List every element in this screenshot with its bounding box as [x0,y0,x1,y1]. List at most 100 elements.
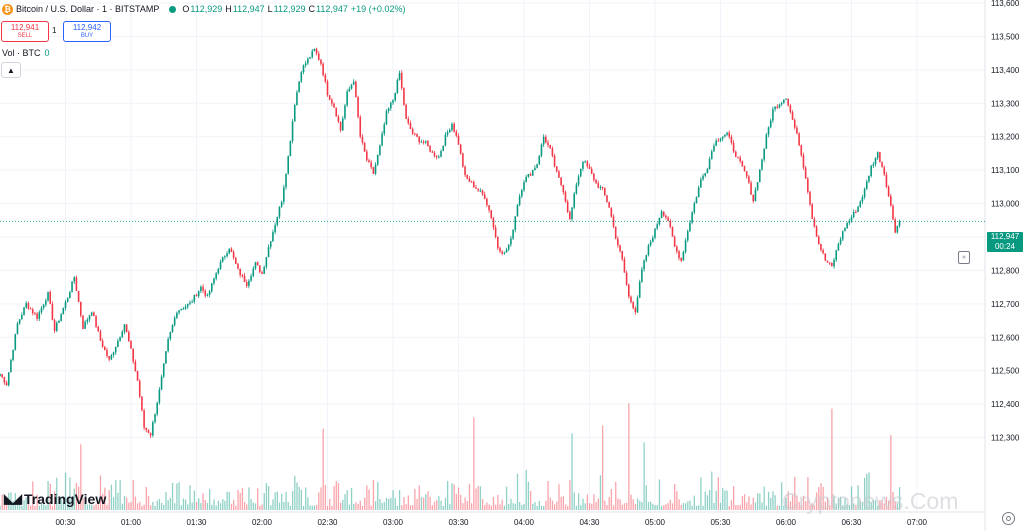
volume-bar [0,505,1,510]
candle-body [772,109,774,121]
candle-body [147,430,150,434]
candle-body [756,182,759,190]
candle-body [492,218,495,228]
volume-bar [606,504,608,510]
chart-legend: ₿ Bitcoin / U.S. Dollar · 1 · BITSTAMP O… [0,0,405,18]
candle-body [431,151,434,153]
candle-body [730,136,733,143]
volume-bar [43,504,45,510]
candle-body [881,162,883,168]
volume-bar [794,476,796,510]
volume-bar [562,496,564,510]
volume-bar [693,495,695,510]
candle-body [734,151,737,157]
volume-bar [346,490,348,510]
volume-bar [451,483,453,510]
candle-body [702,175,704,180]
candle-body [337,116,340,122]
settings-icon[interactable] [1002,512,1015,525]
candle-body [186,304,189,307]
volume-bar [326,505,329,510]
candle-body [66,298,69,302]
candle-body [481,190,484,195]
volume-bar [211,504,213,510]
candle-body [767,127,770,135]
volume-bar [505,486,508,510]
candle-body [623,259,626,273]
volume-bar [580,505,582,510]
x-tick-label: 07:00 [907,518,928,527]
candle-body [320,59,322,64]
volume-bar [593,494,595,510]
candle-body [435,156,438,158]
candle-body [361,136,364,143]
volume-bar [778,505,781,510]
candle-body [298,81,300,93]
volume-bar [73,488,75,510]
volume-bar [241,488,244,510]
chevron-up-icon[interactable]: ▲ [1,62,21,78]
spread-value: 1 [52,26,57,35]
candle-body [248,280,250,286]
volume-bar [388,498,390,510]
candle-body [549,145,551,149]
volume-bar [88,504,91,510]
volume-bar [272,499,274,510]
candle-body [793,119,796,128]
candle-body [785,98,787,100]
volume-bar [263,493,265,510]
candle-body [564,192,567,202]
volume-bar [21,505,23,510]
candle-body [291,121,294,141]
candle-body [870,165,872,176]
symbol-title[interactable]: Bitcoin / U.S. Dollar · 1 · BITSTAMP [16,4,160,14]
volume-bar [713,502,715,510]
volume-bar [431,505,433,510]
volume-bar [51,505,54,510]
candle-body [466,174,469,179]
candle-body [754,189,757,202]
candle-body [117,340,119,347]
volume-bar [331,505,333,510]
volume-bar [252,502,254,510]
volume-bar [147,495,150,510]
candle-body [193,295,196,302]
candle-body [892,205,894,220]
volume-bar [16,503,19,510]
volume-bar [859,501,861,510]
scroll-to-realtime-icon[interactable]: » [958,251,970,264]
volume-bar [289,505,292,510]
volume-bar [689,500,691,510]
candle-body [505,249,508,253]
volume-bar [798,501,800,510]
candle-body [743,166,746,172]
volume-bar [896,503,899,510]
sell-button[interactable]: 112,941 SELL [1,21,49,42]
volume-bar [671,503,674,510]
volume-bar [833,495,835,510]
volume-bar [752,497,754,510]
volume-bar [176,483,178,510]
candle-body [409,123,412,129]
candle-body [745,171,748,177]
candle-body [104,346,106,351]
candle-body [820,244,822,251]
volume-bar [93,505,95,510]
volume-bar [807,477,809,510]
volume-bar [333,486,335,510]
candle-body [590,168,593,174]
candle-body [71,281,73,293]
logo-text: TradingView [24,491,107,507]
volume-bar [726,490,728,510]
buy-button[interactable]: 112,942 BUY [63,21,111,42]
volume-bar [647,502,650,510]
volume-bar [674,483,676,510]
candle-body [149,433,152,436]
tradingview-logo[interactable]: ◣◢ TradingView [4,491,106,507]
candle-body [178,310,180,313]
current-price-value: 112,947 [990,232,1020,241]
volume-bar [213,499,215,510]
volume-bar [492,496,495,510]
volume-bar [141,505,143,510]
